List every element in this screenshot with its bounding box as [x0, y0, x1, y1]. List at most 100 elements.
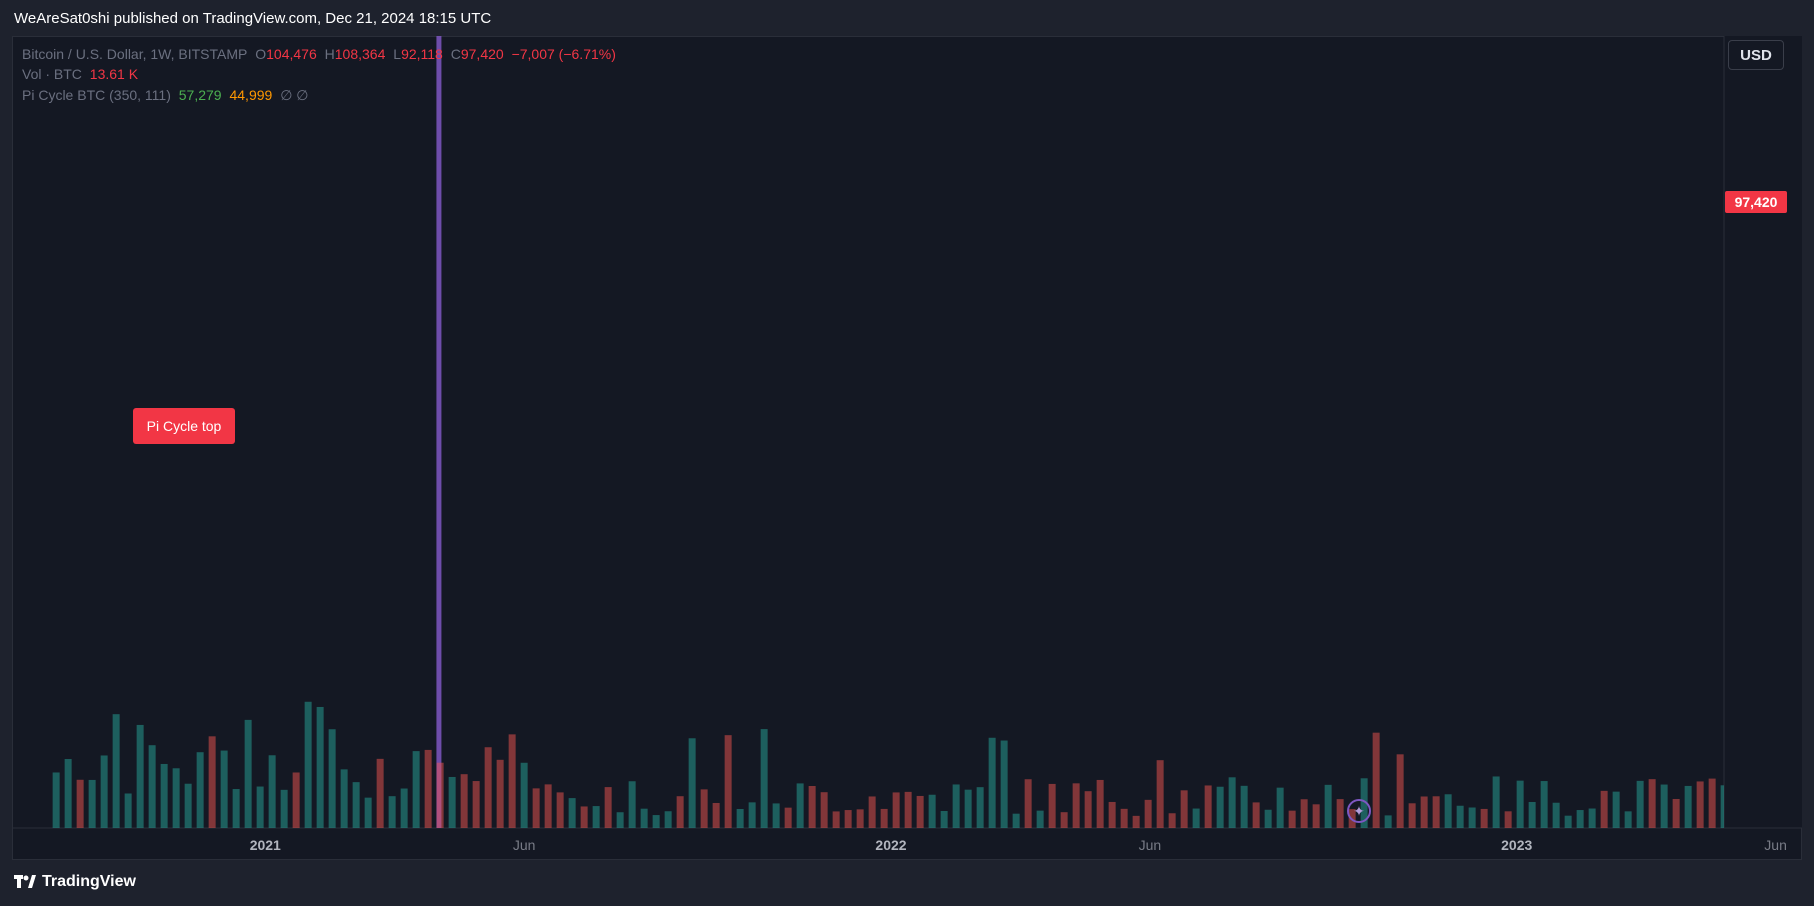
volume-bar [364, 797, 372, 828]
volume-bar [664, 811, 672, 828]
tradingview-logo[interactable]: TradingView [14, 873, 136, 891]
price-axis [1724, 36, 1802, 828]
volume-bar [148, 745, 156, 828]
volume-bar [832, 811, 840, 828]
volume-bar [100, 755, 108, 828]
volume-bar [1516, 780, 1524, 828]
volume-bar [1480, 808, 1488, 828]
publish-line: WeAreSat0shi published on TradingView.co… [14, 10, 492, 27]
volume-bar [1312, 804, 1320, 828]
volume-bar [196, 752, 204, 828]
volume-bar [400, 788, 408, 828]
volume-bar [1672, 798, 1680, 828]
legend-pi-label: Pi Cycle BTC (350, 111) [22, 87, 171, 103]
volume-bar [1624, 811, 1632, 828]
volume-bar [1660, 784, 1668, 828]
volume-bar [892, 792, 900, 828]
volume-bar [1300, 799, 1308, 828]
volume-bar [1336, 799, 1344, 828]
volume-bar [640, 808, 648, 828]
volume-bar [1324, 784, 1332, 828]
volume-bar [1084, 791, 1092, 828]
volume-bar [1216, 786, 1224, 828]
x-tick-label: Jun [513, 837, 536, 853]
volume-bar [1204, 785, 1212, 828]
volume-bar [88, 779, 96, 828]
volume-bar [1588, 808, 1596, 828]
volume-bar [736, 808, 744, 828]
volume-bar [988, 737, 996, 828]
volume-bar [688, 738, 696, 828]
volume-bar [1156, 760, 1164, 828]
volume-bar [424, 749, 432, 828]
x-tick-label: Jun [1139, 837, 1162, 853]
volume-bar [1600, 790, 1608, 828]
volume-bar [748, 802, 756, 828]
legend-low: 92,118 [401, 46, 443, 62]
volume-bar [1468, 807, 1476, 828]
legend-close: 97,420 [460, 46, 504, 62]
volume-bar [796, 783, 804, 828]
volume-bar [268, 755, 276, 828]
price-chart[interactable]: (1)(2)(3)(4)(5)(A)(B)10,00011,60013,6001… [0, 0, 1814, 860]
volume-bar [292, 772, 300, 828]
volume-bar [1456, 805, 1464, 828]
volume-bar [604, 787, 612, 828]
currency-button[interactable]: USD [1728, 40, 1784, 70]
volume-bar [1072, 783, 1080, 828]
volume-bar [1120, 808, 1128, 828]
volume-bar [388, 796, 396, 828]
volume-bar [616, 812, 624, 828]
volume-bar [1384, 815, 1392, 828]
volume-bar [328, 729, 336, 828]
volume-bar [628, 781, 636, 828]
volume-bar [556, 792, 564, 828]
volume-bar [352, 782, 360, 828]
volume-bar [1192, 808, 1200, 828]
volume-bar [184, 783, 192, 828]
volume-bar [1036, 810, 1044, 828]
legend-price-row: Bitcoin / U.S. Dollar, 1W, BITSTAMP O104… [22, 46, 620, 62]
legend-volume-row: Vol · BTC 13.61 K [22, 66, 142, 82]
volume-bar [844, 810, 852, 828]
volume-bar [448, 776, 456, 828]
volume-bar [1420, 796, 1428, 828]
volume-bar [676, 796, 684, 828]
volume-bar [1228, 777, 1236, 828]
volume-bar [136, 724, 144, 828]
volume-bar [1720, 785, 1724, 828]
volume-bar [1492, 776, 1500, 828]
legend-close-label: C [450, 46, 461, 62]
volume-bar [760, 729, 768, 828]
volume-bar [304, 701, 312, 828]
volume-bar [496, 759, 504, 828]
tradingview-wordmark: TradingView [42, 873, 136, 890]
legend-pi-row: Pi Cycle BTC (350, 111) 57,279 44,999 ∅ … [22, 87, 312, 104]
volume-bar [1060, 812, 1068, 828]
volume-bar [592, 806, 600, 828]
volume-bar [1024, 779, 1032, 828]
volume-bar [316, 706, 324, 828]
volume-bar [772, 803, 780, 828]
volume-bar [1708, 778, 1716, 828]
volume-bar [232, 789, 240, 828]
volume-bar [1048, 783, 1056, 828]
volume-bar [544, 784, 552, 828]
sparkle-icon[interactable]: ✦ [1347, 799, 1371, 823]
volume-bar [1096, 779, 1104, 828]
volume-bar [1552, 802, 1560, 828]
volume-bar [1240, 785, 1248, 828]
volume-bar [1264, 809, 1272, 828]
legend-change: −7,007 (−6.71%) [511, 46, 616, 62]
volume-bar [124, 793, 132, 828]
volume-bars [52, 701, 1724, 828]
volume-bar [1396, 754, 1404, 828]
volume-bar [520, 762, 528, 828]
volume-bar [856, 809, 864, 828]
volume-bar [244, 719, 252, 828]
plot-area [52, 36, 1724, 828]
volume-bar [1696, 781, 1704, 828]
volume-bar [76, 779, 84, 828]
volume-bar [484, 747, 492, 828]
x-tick-label: 2022 [875, 837, 906, 853]
